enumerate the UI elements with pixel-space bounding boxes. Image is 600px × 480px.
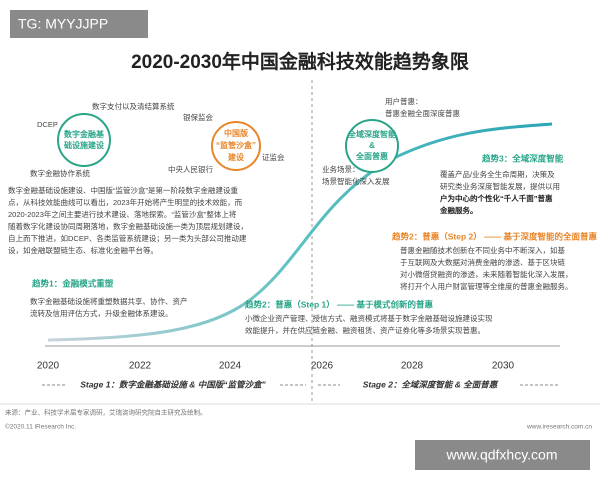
text-line: 随着数字化建设协同周期落地，数字金融基础设施一类为顶层规划建设， [8,221,248,231]
efficiency-curve [47,122,553,342]
watermark-box [10,10,148,38]
text-line: 对小微借贷融资的渗透，未来随着智能化深入发展， [400,269,573,279]
bubble-text: 中国版 [224,128,248,138]
source: 来源：产业、科技学术届专家调研，艾瑞咨询研究院自主研究及绘制。 [5,408,207,417]
title: 2020-2030年中国金融科技效能趋势象限 [131,50,469,73]
bubble [57,113,111,167]
trend-title: 趋势2：普惠（Step 2） —— 基于深度智能的全面普惠 [391,231,597,241]
label: 数字支付以及清结算系统 [92,101,175,111]
copyright: ©2020.11 iResearch Inc. [5,423,76,431]
text-line: 设，如金融联盟链生态、标准化金融平台等。 [8,245,158,255]
label: 银保监会 [183,112,213,122]
year-label: 2024 [219,361,242,372]
year-label: 2022 [129,361,152,372]
site: www.iresearch.com.cn [526,424,592,431]
year-label: 2020 [37,361,60,372]
label: 中央人民银行 [168,164,213,174]
paragraph: 数字金融基础设施建设、中国版“监管沙盒”是第一阶段数字金融建设重 点，从科技效能… [8,185,248,255]
year-label: 2028 [401,361,424,372]
text-line: 研究类业务深度智能发展，提供以用 [440,181,560,191]
bubble-text: & [369,141,375,150]
stage-label: Stage 2：全域深度智能 & 全面普惠 [363,379,499,389]
trend-title: 趋势2：普惠（Step 1） —— 基于模式创新的普惠 [244,299,433,309]
text-line: 2020-2023年之间主要进行技术建设、落地探索。“监管沙盒”整体上将 [8,209,237,219]
text-line: 普惠金融随技术创新在不同业务中不断深入，如基 [400,245,565,255]
text-line: 覆盖产品/业务全生命周期，决策及 [440,169,555,179]
year-label: 2030 [492,361,515,372]
label: 场景智能化深入发展 [322,176,390,186]
text-line: 流转及信用评估方式，升级金融体系建设。 [30,308,173,318]
trend-title: 趋势1：金融模式重塑 [31,278,114,288]
bubble [211,121,261,171]
watermark: TG: MYYJJPP [18,16,108,32]
text-line: 户为中心的个性化“千人千面”普惠 [440,193,553,203]
bubble-text: 数字金融基 [64,129,105,139]
bubble [345,119,399,173]
text-line: 自上而下推进，如DCEP、各类监管系统建设；另一类为头部公司推动建 [8,233,247,243]
text-line: 数字金融基础设施建设、中国版“监管沙盒”是第一阶段数字金融建设重 [8,185,238,195]
year-label: 2026 [311,361,334,372]
trend-title: 趋势3：全域深度智能 [481,153,564,163]
bubble-text: 全域深度智能 [347,129,396,139]
stage-label: Stage 1：数字金融基础设施 & 中国版“监管沙盒” [80,379,266,389]
watermark: www.qdfxhcy.com [446,447,558,463]
text-line: 点，从科技效能曲线可以看出，2023年开始将产生明显的技术效能，而 [8,197,243,207]
label: 数字金融协作系统 [30,168,90,178]
label: 普惠金融全面深度普惠 [385,108,460,118]
label: 用户普惠： [385,96,423,106]
label: 证监会 [262,152,285,162]
bubble-text: “监管沙盒” [216,140,256,150]
bubble-text: 建设 [227,152,244,162]
text-line: 将打开个人用户财富管理等全维度的普惠金融服务。 [400,281,573,291]
watermark-box [415,440,590,470]
text-line: 金融服务。 [439,205,478,215]
label: DCEP [37,120,58,129]
label: 业务场景： [322,164,360,174]
text-line: 小微企业资产管理、授信方式、融资模式将基于数字金融基础设施建设实现 [245,313,493,323]
text-line: 于互联网及大数据对消费金融的渗透、基于区块链 [400,257,565,267]
bubble-text: 础设施建设 [64,140,104,150]
text-line: 数字金融基础设施将重塑数据共享、协作、资产 [30,296,188,306]
text-line: 效能提升，并在供应链金融、融资租赁、资产证券化等多场景实现普惠。 [245,325,485,335]
bubble-text: 全面普惠 [355,151,388,161]
